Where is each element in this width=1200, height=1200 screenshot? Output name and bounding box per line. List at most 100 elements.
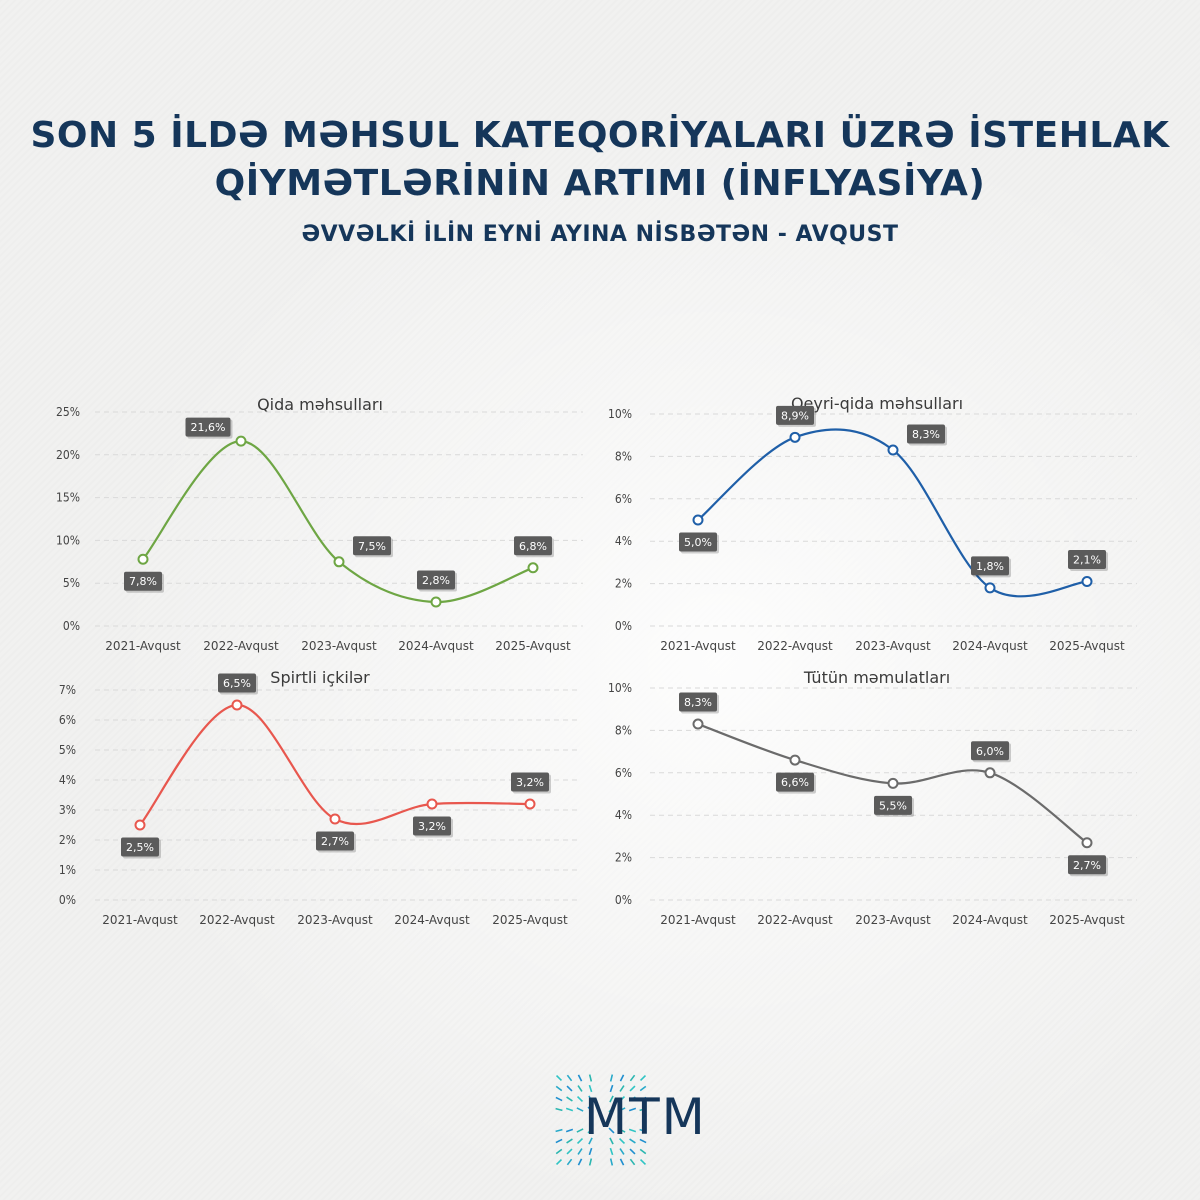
chart-title: Spirtli içkilər bbox=[270, 668, 370, 687]
x-tick-label: 2023-Avqust bbox=[297, 913, 373, 927]
data-point bbox=[692, 718, 704, 730]
data-point bbox=[789, 431, 801, 443]
y-tick-label: 6% bbox=[615, 766, 632, 780]
x-tick-label: 2024-Avqust bbox=[952, 913, 1028, 927]
x-tick-label: 2025-Avqust bbox=[492, 913, 568, 927]
chart-1: Qida məhsulları 0% 5% 10% 15% 20% 25% 2021-Avqu… bbox=[56, 395, 583, 653]
x-tick-label: 2021-Avqust bbox=[660, 639, 736, 653]
data-point bbox=[1081, 575, 1093, 587]
page-subtitle: ƏVVƏLKİ İLİN EYNİ AYINA NİSBƏTƏN - AVQUS… bbox=[301, 222, 899, 247]
data-point bbox=[887, 777, 899, 789]
chart-2: Qeyri-qida məhsulları 0% 2% 4% 6% 8% 10% 2021-A… bbox=[608, 394, 1137, 653]
svg-text:6,0%: 6,0% bbox=[976, 745, 1004, 758]
svg-text:3,2%: 3,2% bbox=[418, 820, 446, 833]
svg-text:2,7%: 2,7% bbox=[1073, 859, 1101, 872]
data-label: 2,5% bbox=[121, 837, 161, 859]
data-point bbox=[692, 514, 704, 526]
y-tick-label: 4% bbox=[615, 534, 632, 548]
y-tick-label: 10% bbox=[56, 533, 80, 547]
data-label: 6,5% bbox=[218, 673, 258, 695]
series-line bbox=[142, 440, 534, 604]
data-label: 2,7% bbox=[1068, 855, 1108, 877]
data-label: 8,9% bbox=[776, 405, 816, 427]
data-point bbox=[430, 596, 442, 608]
x-tick-label: 2021-Avqust bbox=[102, 913, 178, 927]
chart-4: Tütün məmulatları 0% 2% 4% 6% 8% 10% 2021-Avqus… bbox=[608, 668, 1137, 927]
svg-text:8,3%: 8,3% bbox=[912, 428, 940, 441]
mtm-logo-icon bbox=[555, 1074, 647, 1166]
chart-title: Tütün məmulatları bbox=[803, 668, 950, 687]
y-tick-label: 5% bbox=[63, 576, 80, 590]
svg-text:2,5%: 2,5% bbox=[126, 841, 154, 854]
y-tick-label: 6% bbox=[59, 713, 76, 727]
data-label: 3,2% bbox=[413, 816, 453, 838]
y-tick-label: 0% bbox=[615, 893, 632, 907]
x-tick-label: 2023-Avqust bbox=[855, 913, 931, 927]
svg-text:6,8%: 6,8% bbox=[519, 540, 547, 553]
x-tick-label: 2022-Avqust bbox=[757, 639, 833, 653]
series-line bbox=[139, 703, 531, 826]
data-point bbox=[333, 556, 345, 568]
data-point bbox=[527, 562, 539, 574]
data-label: 2,1% bbox=[1068, 549, 1108, 571]
title-line-2: QİYMƏTLƏRİNİN ARTIMI (İNFLYASİYA) bbox=[214, 163, 986, 204]
y-tick-label: 10% bbox=[608, 407, 632, 421]
svg-text:6,5%: 6,5% bbox=[223, 677, 251, 690]
svg-text:7,8%: 7,8% bbox=[129, 575, 157, 588]
y-tick-label: 2% bbox=[615, 851, 632, 865]
data-label: 2,7% bbox=[316, 831, 356, 853]
svg-text:6,6%: 6,6% bbox=[781, 776, 809, 789]
data-label: 1,8% bbox=[971, 556, 1011, 578]
x-tick-label: 2025-Avqust bbox=[495, 639, 571, 653]
x-tick-label: 2021-Avqust bbox=[660, 913, 736, 927]
x-tick-label: 2022-Avqust bbox=[757, 913, 833, 927]
y-tick-label: 0% bbox=[59, 893, 76, 907]
y-tick-label: 5% bbox=[59, 743, 76, 757]
data-point bbox=[329, 813, 341, 825]
data-label: 6,8% bbox=[514, 536, 554, 558]
data-point bbox=[984, 582, 996, 594]
data-label: 2,8% bbox=[417, 570, 457, 592]
data-label: 8,3% bbox=[907, 424, 947, 446]
x-tick-label: 2023-Avqust bbox=[855, 639, 931, 653]
svg-text:2,1%: 2,1% bbox=[1073, 553, 1101, 566]
data-point bbox=[524, 798, 536, 810]
x-tick-label: 2024-Avqust bbox=[394, 913, 470, 927]
x-tick-label: 2022-Avqust bbox=[199, 913, 275, 927]
logo-text: MTM bbox=[584, 1088, 707, 1146]
data-label: 7,5% bbox=[353, 536, 393, 558]
data-point bbox=[789, 754, 801, 766]
svg-text:3,2%: 3,2% bbox=[516, 776, 544, 789]
x-tick-label: 2024-Avqust bbox=[398, 639, 474, 653]
svg-text:5,0%: 5,0% bbox=[684, 536, 712, 549]
chart-title: Qida məhsulları bbox=[257, 395, 383, 414]
svg-text:1,8%: 1,8% bbox=[976, 560, 1004, 573]
y-tick-label: 0% bbox=[63, 619, 80, 633]
y-tick-label: 4% bbox=[59, 773, 76, 787]
chart-title: Qeyri-qida məhsulları bbox=[791, 394, 963, 413]
y-tick-label: 1% bbox=[59, 863, 76, 877]
y-tick-label: 2% bbox=[615, 577, 632, 591]
data-point bbox=[426, 798, 438, 810]
x-tick-label: 2023-Avqust bbox=[301, 639, 377, 653]
y-tick-label: 10% bbox=[608, 681, 632, 695]
y-tick-label: 6% bbox=[615, 492, 632, 506]
y-tick-label: 4% bbox=[615, 808, 632, 822]
data-point bbox=[134, 819, 146, 831]
y-tick-label: 25% bbox=[56, 405, 80, 419]
data-label: 7,8% bbox=[124, 571, 164, 593]
svg-text:7,5%: 7,5% bbox=[358, 540, 386, 553]
x-tick-label: 2025-Avqust bbox=[1049, 639, 1125, 653]
data-label: 5,0% bbox=[679, 532, 719, 554]
data-label: 6,6% bbox=[776, 772, 816, 794]
chart-3: Spirtli içkilər 0% 1% 2% 3% 4% 5% 6% 7% 2021-Avqu… bbox=[59, 668, 580, 927]
y-tick-label: 2% bbox=[59, 833, 76, 847]
data-label: 3,2% bbox=[511, 772, 551, 794]
header: SON 5 İLDƏ MƏHSUL KATEQORİYALARI ÜZRƏ İS… bbox=[0, 112, 1200, 247]
svg-text:8,9%: 8,9% bbox=[781, 409, 809, 422]
svg-text:5,5%: 5,5% bbox=[879, 799, 907, 812]
y-tick-label: 15% bbox=[56, 491, 80, 505]
x-tick-label: 2021-Avqust bbox=[105, 639, 181, 653]
data-point bbox=[984, 767, 996, 779]
